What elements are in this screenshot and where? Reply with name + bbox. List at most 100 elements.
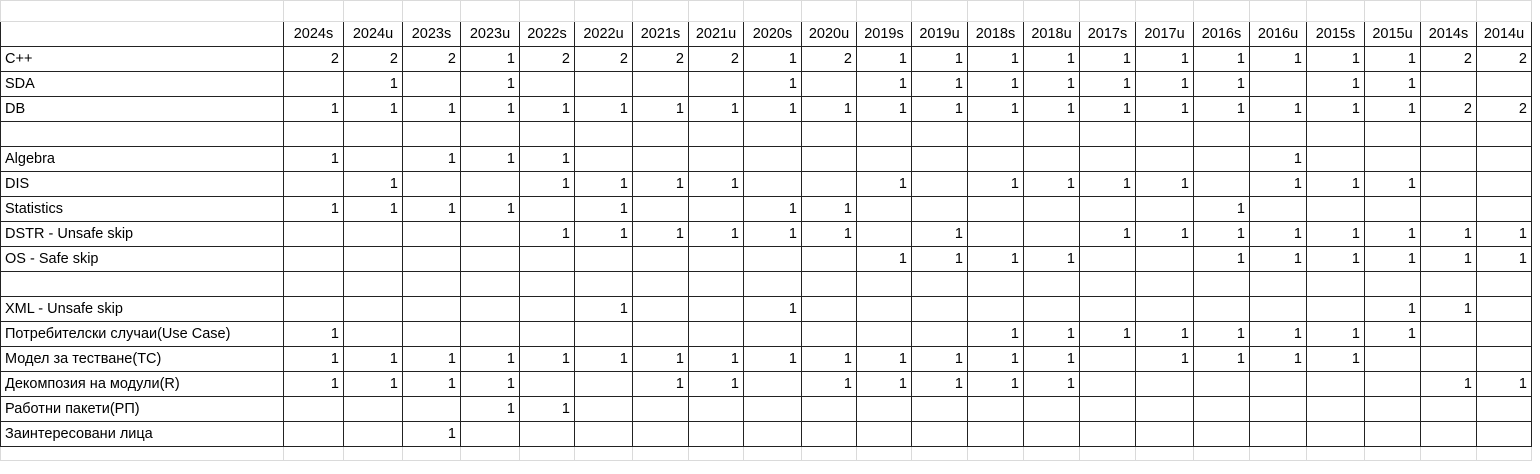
value-cell[interactable]: 1	[1023, 321, 1080, 347]
value-cell[interactable]	[1476, 321, 1532, 347]
value-cell[interactable]: 1	[460, 371, 520, 397]
value-cell[interactable]: 1	[1364, 221, 1421, 247]
value-cell[interactable]	[1476, 196, 1532, 222]
value-cell[interactable]: 1	[283, 371, 344, 397]
value-cell[interactable]	[856, 196, 912, 222]
value-cell[interactable]: 1	[283, 96, 344, 122]
row-label-cell[interactable]: DIS	[0, 171, 284, 197]
value-cell[interactable]: 1	[1023, 96, 1080, 122]
grid-cell[interactable]	[632, 0, 689, 22]
value-cell[interactable]: 1	[402, 146, 461, 172]
value-cell[interactable]: 1	[1023, 171, 1080, 197]
value-cell[interactable]	[1306, 296, 1365, 322]
row-label-cell[interactable]: Заинтересовани лица	[0, 421, 284, 447]
value-cell[interactable]: 2	[402, 46, 461, 72]
value-cell[interactable]	[283, 396, 344, 422]
value-cell[interactable]	[1364, 346, 1421, 372]
column-header[interactable]: 2021u	[688, 21, 744, 47]
value-cell[interactable]: 1	[402, 96, 461, 122]
value-cell[interactable]: 1	[801, 96, 857, 122]
value-cell[interactable]	[402, 71, 461, 97]
value-cell[interactable]: 1	[1079, 321, 1136, 347]
value-cell[interactable]: 1	[856, 46, 912, 72]
value-cell[interactable]: 1	[1023, 346, 1080, 372]
value-cell[interactable]	[1249, 371, 1307, 397]
value-cell[interactable]: 1	[343, 171, 403, 197]
value-cell[interactable]	[1306, 421, 1365, 447]
value-cell[interactable]: 1	[1364, 46, 1421, 72]
value-cell[interactable]	[911, 121, 968, 147]
row-label-cell[interactable]: Работни пакети(РП)	[0, 396, 284, 422]
value-cell[interactable]: 1	[1193, 246, 1250, 272]
value-cell[interactable]	[801, 321, 857, 347]
value-cell[interactable]	[801, 296, 857, 322]
value-cell[interactable]: 1	[460, 196, 520, 222]
value-cell[interactable]	[283, 121, 344, 147]
grid-cell[interactable]	[1476, 0, 1532, 22]
value-cell[interactable]	[688, 121, 744, 147]
value-cell[interactable]	[343, 396, 403, 422]
value-cell[interactable]	[283, 296, 344, 322]
value-cell[interactable]	[1135, 296, 1194, 322]
value-cell[interactable]	[967, 421, 1024, 447]
value-cell[interactable]	[743, 121, 802, 147]
value-cell[interactable]: 1	[1364, 96, 1421, 122]
value-cell[interactable]: 1	[1135, 46, 1194, 72]
value-cell[interactable]	[632, 296, 689, 322]
value-cell[interactable]	[1023, 271, 1080, 297]
row-label-cell[interactable]: SDA	[0, 71, 284, 97]
value-cell[interactable]: 1	[574, 196, 633, 222]
value-cell[interactable]	[801, 171, 857, 197]
value-cell[interactable]	[1193, 146, 1250, 172]
value-cell[interactable]	[1249, 296, 1307, 322]
row-label-cell[interactable]: DSTR - Unsafe skip	[0, 221, 284, 247]
value-cell[interactable]: 1	[967, 346, 1024, 372]
column-header[interactable]: 2018s	[967, 21, 1024, 47]
value-cell[interactable]	[1420, 146, 1477, 172]
value-cell[interactable]	[1306, 121, 1365, 147]
value-cell[interactable]: 1	[1364, 71, 1421, 97]
value-cell[interactable]	[911, 171, 968, 197]
value-cell[interactable]	[1364, 396, 1421, 422]
value-cell[interactable]	[1023, 121, 1080, 147]
value-cell[interactable]	[688, 396, 744, 422]
value-cell[interactable]	[911, 296, 968, 322]
value-cell[interactable]: 1	[519, 396, 575, 422]
value-cell[interactable]: 1	[632, 371, 689, 397]
value-cell[interactable]: 2	[801, 46, 857, 72]
value-cell[interactable]	[967, 296, 1024, 322]
value-cell[interactable]	[574, 246, 633, 272]
value-cell[interactable]	[460, 121, 520, 147]
grid-cell[interactable]	[1023, 0, 1080, 22]
row-label-cell[interactable]: Декомпозия на модули(R)	[0, 371, 284, 397]
value-cell[interactable]	[856, 421, 912, 447]
value-cell[interactable]: 1	[967, 171, 1024, 197]
column-header[interactable]: 2016u	[1249, 21, 1307, 47]
value-cell[interactable]	[967, 196, 1024, 222]
value-cell[interactable]	[402, 321, 461, 347]
value-cell[interactable]	[343, 221, 403, 247]
value-cell[interactable]	[1023, 421, 1080, 447]
column-header[interactable]: 2017u	[1135, 21, 1194, 47]
value-cell[interactable]: 1	[1306, 46, 1365, 72]
value-cell[interactable]	[911, 146, 968, 172]
value-cell[interactable]: 1	[402, 421, 461, 447]
value-cell[interactable]: 1	[632, 96, 689, 122]
value-cell[interactable]: 1	[801, 371, 857, 397]
value-cell[interactable]: 1	[1193, 346, 1250, 372]
value-cell[interactable]	[688, 246, 744, 272]
value-cell[interactable]	[801, 121, 857, 147]
value-cell[interactable]	[1249, 421, 1307, 447]
value-cell[interactable]	[688, 296, 744, 322]
grid-cell[interactable]	[343, 0, 403, 22]
value-cell[interactable]: 1	[283, 321, 344, 347]
column-header[interactable]: 2014s	[1420, 21, 1477, 47]
value-cell[interactable]	[1476, 296, 1532, 322]
value-cell[interactable]	[402, 121, 461, 147]
value-cell[interactable]	[688, 196, 744, 222]
value-cell[interactable]	[743, 246, 802, 272]
value-cell[interactable]: 1	[856, 71, 912, 97]
value-cell[interactable]: 1	[1079, 221, 1136, 247]
value-cell[interactable]: 1	[856, 96, 912, 122]
value-cell[interactable]	[519, 121, 575, 147]
